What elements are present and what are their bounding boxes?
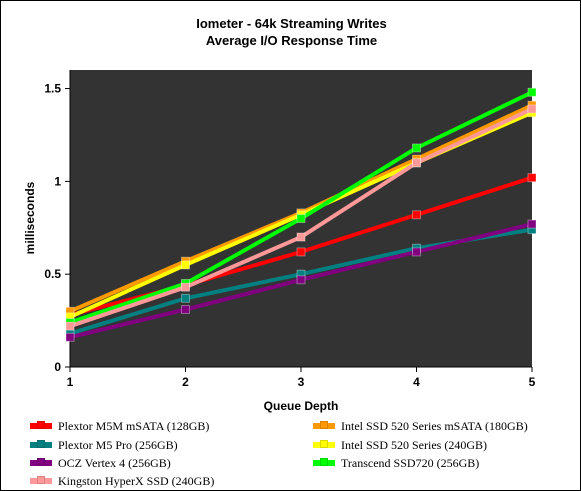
data-point [412,210,421,220]
data-point [181,304,190,314]
chart-subtitle: Average I/O Response Time [205,33,378,48]
legend-label: Intel SSD 520 Series (240GB) [341,437,487,452]
legend-item: Intel SSD 520 Series (240GB) [313,437,487,453]
data-point [296,232,306,242]
legend-item: Kingston HyperX SSD (240GB) [30,473,214,489]
legend-swatch [30,458,52,466]
data-point [527,104,537,114]
legend-label: Plextor M5 Pro (256GB) [58,437,178,452]
y-axis-label: milliseconds [23,181,37,254]
legend-item: Intel SSD 520 Series mSATA (180GB) [313,418,528,434]
y-tick-label: 1 [54,174,61,188]
legend-swatch [313,421,335,429]
data-point [296,247,306,257]
data-point [296,214,306,223]
tick-labels: 0 0.5 1 1.5 1 2 3 4 5 [44,82,535,389]
legend-swatch [30,421,52,429]
x-axis-label: Queue Depth [264,399,339,413]
series-markers [65,87,537,342]
data-point [527,173,537,183]
data-point [412,247,421,257]
legend-swatch [313,458,335,466]
legend-label: OCZ Vertex 4 (256GB) [58,455,171,470]
x-tick-label: 3 [298,375,305,389]
data-point [65,321,75,331]
data-point [65,332,75,342]
x-tick-label: 2 [182,375,189,389]
data-point [181,260,190,270]
data-point [412,143,421,153]
legend-swatch [313,440,335,448]
data-point [181,282,190,292]
x-tick-label: 5 [529,375,536,389]
y-tick-label: 0.5 [44,267,61,281]
data-point [527,87,537,97]
data-point [181,293,190,303]
legend-label: Transcend SSD720 (256GB) [341,455,480,470]
y-tick-label: 1.5 [44,82,61,96]
legend-item: OCZ Vertex 4 (256GB) [30,455,171,471]
legend-swatch [30,476,52,484]
y-tick-label: 0 [54,360,61,374]
legend-item: Plextor M5 Pro (256GB) [30,437,178,453]
legend-swatch [30,440,52,448]
legend-label: Intel SSD 520 Series mSATA (180GB) [341,418,528,433]
legend-item: Transcend SSD720 (256GB) [313,455,479,471]
data-point [412,158,421,168]
chart-title: Iometer - 64k Streaming Writes [196,16,387,31]
x-tick-label: 1 [67,375,74,389]
x-tick-label: 4 [413,375,420,389]
data-point [527,219,537,229]
data-point [296,275,306,285]
legend-label: Kingston HyperX SSD (240GB) [58,473,215,488]
legend-item: Plextor M5M mSATA (128GB) [30,418,209,434]
legend-label: Plextor M5M mSATA (128GB) [58,418,210,433]
